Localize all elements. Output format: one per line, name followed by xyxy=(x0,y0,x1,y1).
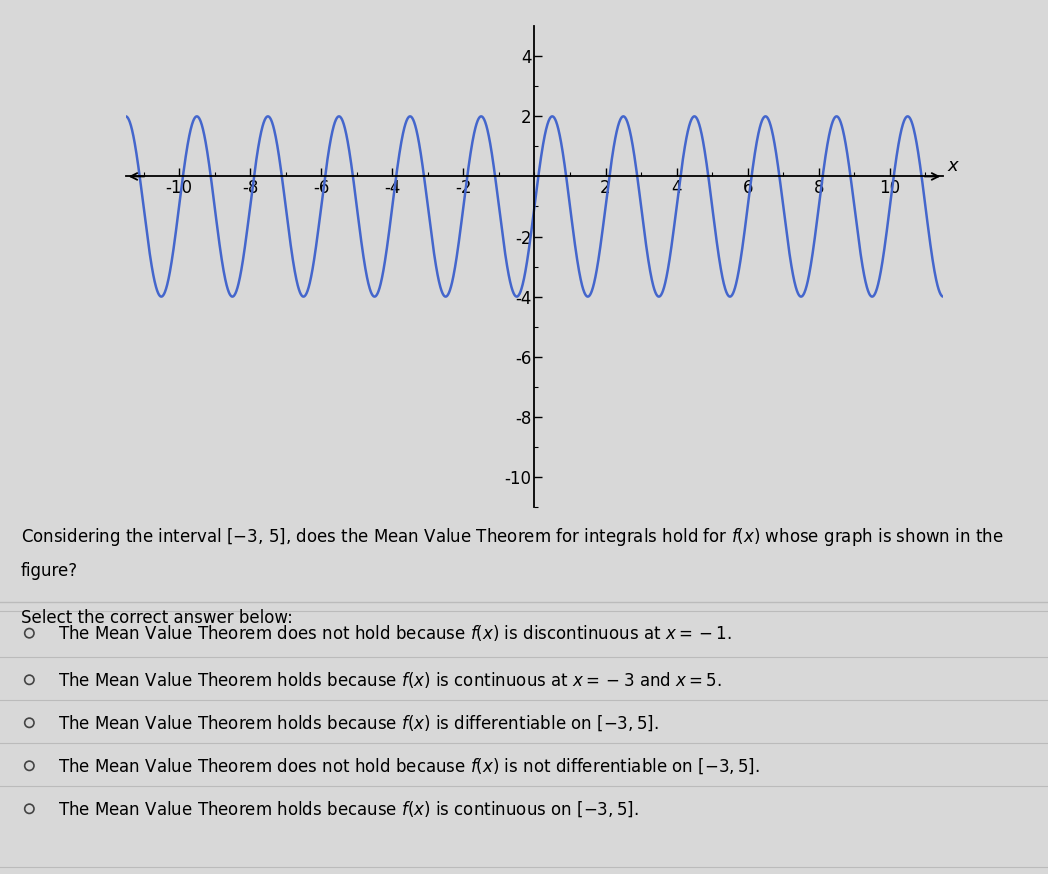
Text: The Mean Value Theorem holds because $f(x)$ is continuous at $x = -3$ and $x = 5: The Mean Value Theorem holds because $f(… xyxy=(58,669,722,690)
Text: Considering the interval [−3, 5], does the Mean Value Theorem for integrals hold: Considering the interval [−3, 5], does t… xyxy=(21,526,1004,548)
Text: $x$: $x$ xyxy=(947,157,961,175)
Text: figure?: figure? xyxy=(21,562,79,580)
Text: The Mean Value Theorem holds because $f(x)$ is continuous on $[-3, 5]$.: The Mean Value Theorem holds because $f(… xyxy=(58,799,638,819)
Text: The Mean Value Theorem does not hold because $f(x)$ is not differentiable on $[-: The Mean Value Theorem does not hold bec… xyxy=(58,756,760,775)
Text: The Mean Value Theorem does not hold because $f(x)$ is discontinuous at $x = -1$: The Mean Value Theorem does not hold bec… xyxy=(58,623,732,643)
Text: The Mean Value Theorem holds because $f(x)$ is differentiable on $[-3, 5]$.: The Mean Value Theorem holds because $f(… xyxy=(58,713,658,732)
Text: Select the correct answer below:: Select the correct answer below: xyxy=(21,609,292,627)
